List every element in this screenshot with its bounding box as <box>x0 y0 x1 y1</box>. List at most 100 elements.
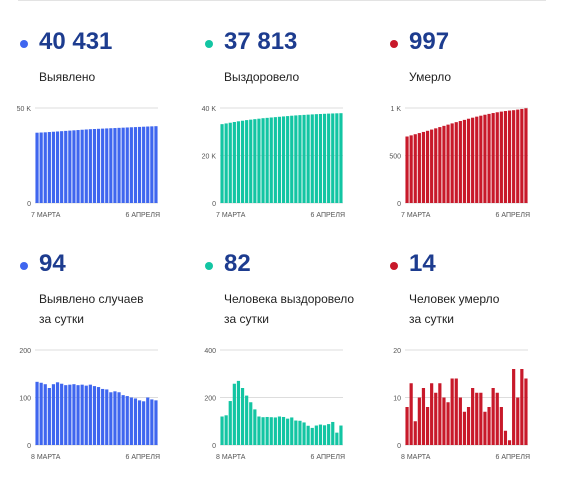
bar <box>60 131 64 203</box>
bar <box>39 132 43 203</box>
bar <box>442 125 446 203</box>
y-tick-label: 20 K <box>202 154 217 161</box>
bar <box>55 131 60 203</box>
bar <box>261 417 265 445</box>
bar <box>51 131 56 203</box>
legend-dot-icon <box>205 262 213 270</box>
bar <box>454 378 458 445</box>
stat-label: Выявлено случаев <box>39 292 144 306</box>
bar <box>425 407 430 445</box>
bar <box>117 392 121 445</box>
bar <box>512 110 516 203</box>
bar <box>290 115 294 203</box>
legend-dot-icon <box>205 40 213 48</box>
bar <box>294 115 298 203</box>
bar <box>417 133 421 203</box>
bar <box>253 409 257 446</box>
bar <box>487 407 491 445</box>
y-tick-label: 1 K <box>390 106 401 113</box>
bar <box>331 113 335 203</box>
bar <box>72 130 76 203</box>
bar <box>409 383 413 445</box>
x-tick-label: 6 АПРЕЛЯ <box>126 454 160 461</box>
bar <box>236 380 241 446</box>
stat-label: за сутки <box>409 312 454 326</box>
bar <box>76 385 80 445</box>
bar <box>261 118 265 203</box>
legend-dot-icon <box>390 40 398 48</box>
bar <box>310 114 314 203</box>
bar <box>137 400 142 445</box>
bar <box>454 122 458 203</box>
bar <box>322 425 327 445</box>
bar <box>113 391 117 445</box>
bar <box>421 388 426 445</box>
bar <box>129 127 133 203</box>
bar <box>335 113 339 203</box>
bar <box>327 424 331 445</box>
bar <box>507 440 512 445</box>
bar <box>503 430 508 445</box>
bar <box>43 384 47 445</box>
stat-value: 94 <box>39 250 66 277</box>
bar <box>257 118 261 203</box>
bar <box>483 114 487 203</box>
bar <box>125 396 129 445</box>
x-tick-label: 8 МАРТА <box>216 454 246 461</box>
bar <box>417 397 421 445</box>
stat-value: 997 <box>409 28 450 55</box>
bar <box>495 112 499 203</box>
y-tick-label: 0 <box>212 201 216 208</box>
bar <box>240 388 245 445</box>
chart-recovered: 0 20 K 40 K 7 МАРТА 6 АПРЕЛЯ <box>202 106 345 219</box>
bar <box>224 123 228 203</box>
bar <box>298 115 302 204</box>
bar <box>314 114 318 203</box>
bar <box>72 384 76 445</box>
bar <box>442 397 446 445</box>
y-tick-label: 400 <box>204 348 216 355</box>
bar <box>265 117 269 203</box>
bar <box>479 392 483 445</box>
y-tick-label: 10 <box>393 396 401 403</box>
bar <box>286 116 290 203</box>
bar <box>142 401 146 445</box>
x-tick-label: 6 АПРЕЛЯ <box>496 454 530 461</box>
x-tick-label: 7 МАРТА <box>216 212 246 219</box>
bar <box>245 395 249 445</box>
bar <box>101 388 105 445</box>
bar <box>228 401 232 445</box>
x-tick-label: 6 АПРЕЛЯ <box>126 212 160 219</box>
bar <box>479 115 483 203</box>
bar <box>232 383 236 445</box>
bar <box>475 392 479 445</box>
stat-label: за сутки <box>39 312 84 326</box>
y-tick-label: 20 <box>393 348 401 355</box>
bar <box>327 113 331 203</box>
bar <box>413 134 417 203</box>
bar <box>96 128 101 203</box>
y-tick-label: 500 <box>389 154 401 161</box>
bar <box>462 411 467 445</box>
bar <box>146 126 150 203</box>
x-tick-label: 6 АПРЕЛЯ <box>311 212 345 219</box>
bar <box>64 385 68 445</box>
bar <box>302 114 306 203</box>
bar <box>245 120 249 203</box>
bar <box>487 113 491 203</box>
bar <box>39 382 43 445</box>
chart-recovered-daily: 0 200 400 8 МАРТА 6 АПРЕЛЯ <box>204 348 345 461</box>
bar <box>240 120 245 203</box>
bar <box>105 389 109 445</box>
bar <box>294 420 298 445</box>
chart-detected: 0 50 K 7 МАРТА 6 АПРЕЛЯ <box>17 106 160 219</box>
bar <box>507 110 512 203</box>
bar <box>121 127 125 203</box>
y-tick-label: 40 K <box>202 106 217 113</box>
bar <box>322 113 327 203</box>
bar <box>220 416 224 445</box>
bar <box>88 129 92 203</box>
y-tick-label: 100 <box>19 396 31 403</box>
bar <box>228 122 232 203</box>
bar <box>430 383 434 445</box>
